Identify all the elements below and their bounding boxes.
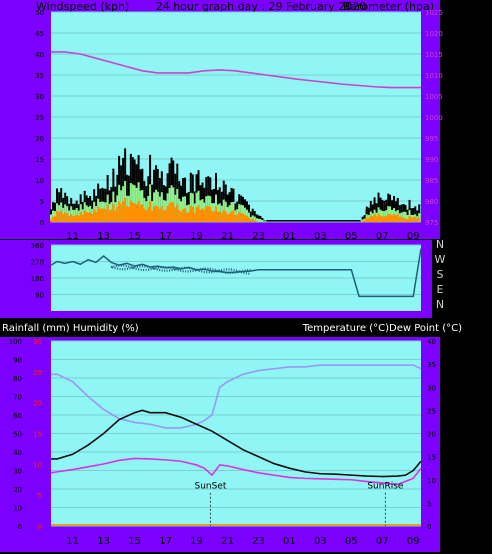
time-tick-label: 03	[314, 536, 327, 547]
baro-tick-label: 1005	[425, 93, 443, 101]
time-tick-label: 01	[283, 231, 296, 242]
time-tick-label: 07	[376, 536, 389, 547]
right-axis-label: Barometer (hpa)	[343, 0, 434, 13]
direction-tick-label: 180	[31, 275, 44, 283]
wind-tick-label: 10	[35, 177, 44, 185]
wind-tick-label: 5	[40, 198, 44, 206]
time-tick-label: 21	[221, 231, 234, 242]
temperature-tick-label: 35	[427, 361, 436, 369]
temperature-tick-label: 10	[427, 477, 436, 485]
time-tick-label: 05	[345, 536, 358, 547]
wind-tick-label: 35	[35, 72, 44, 80]
humidity-tick-label: 50	[13, 431, 22, 439]
temperature-tick-label: 40	[427, 338, 436, 346]
humidity-tick-label: 20	[13, 486, 22, 494]
time-tick-label: 09	[407, 536, 420, 547]
baro-tick-label: 1015	[425, 51, 443, 59]
temperature-tick-label: 25	[427, 407, 436, 415]
time-tick-label: 09	[407, 231, 420, 242]
humidity-tick-label: 100	[9, 338, 22, 346]
baro-tick-label: 975	[425, 219, 438, 227]
rain-humidity-axis-label: Rainfall (mm) Humidity (%)	[2, 323, 139, 334]
humidity-tick-label: 80	[13, 375, 22, 383]
time-tick-label: 17	[159, 536, 172, 547]
time-tick-label: 05	[345, 231, 358, 242]
rain-tick-label: 30	[33, 338, 42, 346]
time-tick-label: 01	[283, 536, 296, 547]
temperature-tick-label: 15	[427, 454, 436, 462]
time-tick-label: 21	[221, 536, 234, 547]
wind-tick-label: 50	[35, 9, 44, 17]
humidity-tick-label: 40	[13, 449, 22, 457]
humidity-tick-label: 0	[18, 523, 22, 531]
humidity-tick-label: 90	[13, 357, 22, 365]
baro-tick-label: 985	[425, 177, 438, 185]
direction-tick-label: 270	[31, 259, 44, 267]
rain-tick-label: 25	[33, 369, 42, 377]
barometer-line	[51, 51, 421, 89]
rain-tick-label: 5	[38, 492, 42, 500]
baro-tick-label: 995	[425, 135, 438, 143]
baro-tick-label: 1025	[425, 9, 443, 17]
sunset-label: SunSet	[195, 482, 227, 492]
sunrise-label: SunRise	[367, 482, 404, 492]
wind-tick-label: 40	[35, 51, 44, 59]
baro-tick-label: 1010	[425, 72, 443, 80]
compass-label: E	[437, 283, 444, 296]
time-tick-label: 13	[97, 536, 110, 547]
rain-tick-label: 15	[33, 431, 42, 439]
dew-point-line	[50, 457, 422, 486]
time-tick-label: 23	[252, 536, 265, 547]
temperature-tick-label: 0	[427, 523, 431, 531]
baro-tick-label: 1020	[425, 30, 443, 38]
wind-tick-label: 30	[35, 93, 44, 101]
wind-tick-label: 15	[35, 156, 44, 164]
time-tick-label: 19	[190, 536, 203, 547]
compass-label: S	[437, 268, 444, 281]
left-axis-label: Windspeed (kph)	[36, 0, 129, 13]
temperature-axis-label: Temperature (°C)Dew Point (°C)	[302, 323, 462, 334]
time-tick-label: 15	[128, 536, 141, 547]
time-tick-label: 11	[66, 536, 79, 547]
time-tick-label: 15	[128, 231, 141, 242]
time-tick-label: 03	[314, 231, 327, 242]
rain-tick-label: 0	[38, 523, 42, 531]
wind-tick-label: 25	[35, 114, 44, 122]
chart-title: 24 hour graph day : 29 February 2020	[156, 0, 367, 13]
baro-tick-label: 1000	[425, 114, 443, 122]
humidity-tick-label: 10	[13, 505, 22, 513]
rain-tick-label: 20	[33, 400, 42, 408]
baro-tick-label: 980	[425, 198, 438, 206]
time-tick-label: 19	[190, 231, 203, 242]
time-tick-label: 13	[97, 231, 110, 242]
direction-tick-label: 360	[31, 242, 44, 250]
direction-tick-label: 90	[35, 292, 44, 300]
temperature-tick-label: 5	[427, 500, 431, 508]
temperature-line	[51, 409, 422, 478]
time-tick-label: 07	[376, 231, 389, 242]
wind-tick-label: 20	[35, 135, 44, 143]
baro-tick-label: 990	[425, 156, 438, 164]
compass-label: N	[436, 298, 444, 311]
temperature-tick-label: 30	[427, 384, 436, 392]
time-tick-label: 23	[252, 231, 265, 242]
humidity-tick-label: 30	[13, 468, 22, 476]
wind-tick-label: 0	[40, 219, 44, 227]
rain-tick-label: 10	[33, 461, 42, 469]
wind-tick-label: 45	[35, 30, 44, 38]
compass-label: W	[435, 253, 446, 266]
humidity-tick-label: 60	[13, 412, 22, 420]
compass-label: N	[436, 238, 444, 251]
temperature-tick-label: 20	[427, 431, 436, 439]
humidity-tick-label: 70	[13, 394, 22, 402]
time-tick-label: 11	[66, 231, 79, 242]
humidity-line	[51, 364, 422, 429]
time-tick-label: 17	[159, 231, 172, 242]
